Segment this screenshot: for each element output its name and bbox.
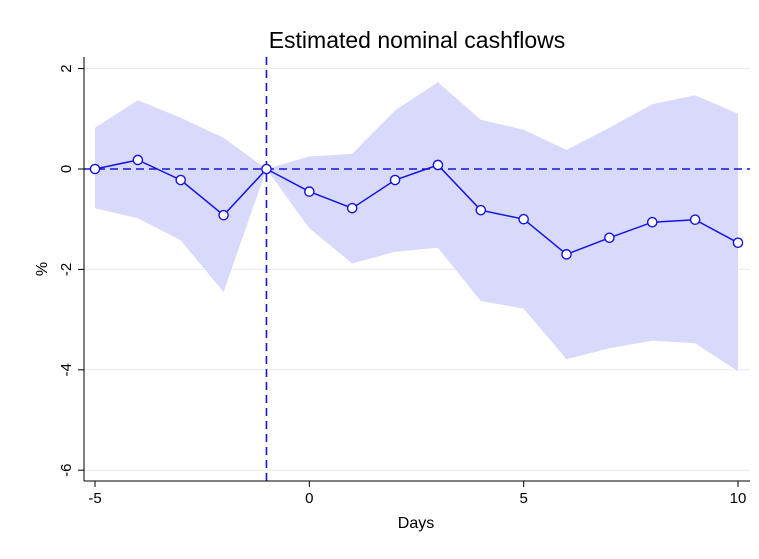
data-point [132,154,144,166]
data-point [389,174,401,186]
data-point [261,163,272,175]
data-point [604,232,615,244]
data-point [732,237,744,249]
y-tick-label: 2 [58,64,75,72]
data-point [475,204,487,216]
x-tick-label: -5 [88,490,101,507]
confidence-band [95,82,738,372]
data-point [89,163,101,175]
plot-area: -6 -4 -2 0 2 -5 0 5 10 [58,57,750,507]
y-tick-label: -6 [58,464,75,477]
x-axis-label: Days [398,515,434,532]
data-point [218,209,229,221]
data-point [432,159,444,171]
data-point [518,213,529,225]
y-tick-label: -2 [58,263,75,276]
y-tick-label: -4 [58,363,75,376]
data-point [689,214,701,226]
x-tick-label: 5 [519,490,527,507]
data-point [304,186,315,197]
y-axis-label: % [34,262,51,276]
x-tick-label: 10 [730,490,747,507]
data-point [346,202,358,214]
series-line [94,159,739,256]
data-point [561,249,572,260]
data-point [175,174,187,186]
data-point [646,216,658,228]
x-tick-label: 0 [305,490,313,507]
y-tick-label: 0 [58,165,75,173]
chart-title: Estimated nominal cashflows [269,27,566,53]
